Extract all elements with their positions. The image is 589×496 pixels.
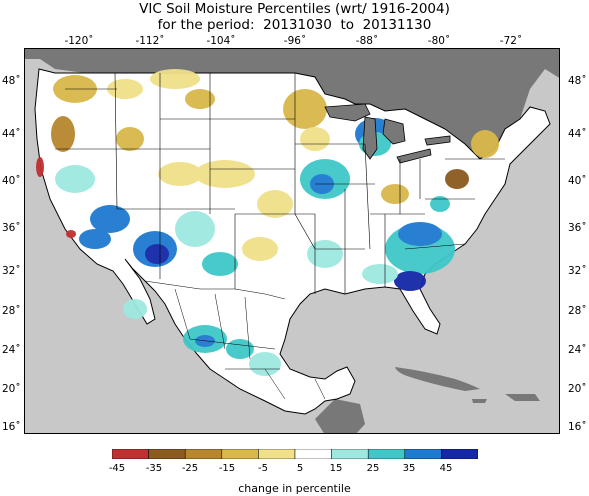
lon-label: -112˚ [135, 35, 165, 47]
lat-label-left: 28˚ [2, 305, 21, 317]
lon-label: -80˚ [427, 35, 451, 47]
legend-swatch [221, 449, 259, 459]
lat-label-right: 20˚ [568, 383, 587, 395]
legend-tick: 5 [296, 463, 304, 474]
lat-label-right: 36˚ [568, 222, 587, 234]
legend-tick: 35 [402, 463, 416, 474]
lat-label-left: 44˚ [2, 128, 21, 140]
period-prefix: for the period: [157, 17, 255, 33]
map-canvas [25, 49, 559, 433]
lat-label-right: 24˚ [568, 344, 587, 356]
lake-erie [396, 148, 432, 164]
legend-label: change in percentile [238, 482, 351, 495]
legend-color-bar [112, 449, 478, 459]
canada-region [25, 49, 559, 159]
lon-label: -104˚ [206, 35, 236, 47]
lat-label-right: 44˚ [568, 128, 587, 140]
lat-label-right: 32˚ [568, 265, 587, 277]
lat-label-left: 20˚ [2, 383, 21, 395]
legend-tick: -45 [108, 463, 126, 474]
legend-tick: -25 [181, 463, 199, 474]
legend-tick: -35 [145, 463, 163, 474]
wet-anomalies [55, 118, 455, 376]
lat-label-left: 16˚ [2, 421, 21, 433]
central-america [315, 399, 365, 433]
lon-label: -72˚ [499, 35, 523, 47]
lat-label-right: 40˚ [568, 175, 587, 187]
lake-ontario [424, 135, 451, 146]
legend-swatch [294, 449, 332, 459]
legend-swatch [148, 449, 186, 459]
lat-label-left: 40˚ [2, 175, 21, 187]
jamaica [472, 399, 487, 403]
legend-tick: -5 [258, 463, 268, 474]
legend-tick: 25 [366, 463, 380, 474]
lat-label-right: 28˚ [568, 305, 587, 317]
legend-swatch [112, 449, 149, 459]
lake-huron [382, 118, 406, 145]
legend-swatch [258, 449, 296, 459]
hispaniola [505, 394, 540, 401]
lake-superior [324, 103, 371, 122]
legend-swatch [184, 449, 223, 459]
legend-swatch [367, 449, 406, 459]
legend-tick: 15 [329, 463, 343, 474]
map-period: for the period: 20131030 to 20131130 [0, 17, 589, 33]
legend-tick: 45 [439, 463, 453, 474]
lat-label-left: 32˚ [2, 265, 21, 277]
soil-moisture-map [24, 48, 560, 434]
lat-label-right: 16˚ [568, 421, 587, 433]
legend-swatch [331, 449, 369, 459]
dry-anomalies [36, 69, 499, 261]
lat-label-left: 24˚ [2, 344, 21, 356]
lat-label-right: 48˚ [568, 75, 587, 87]
legend-swatch [404, 449, 442, 459]
period-to: to [340, 17, 354, 33]
mexico-borders [144, 280, 326, 400]
lon-label: -96˚ [283, 35, 307, 47]
period-end: 20131130 [362, 17, 432, 33]
period-start: 20131030 [263, 17, 332, 33]
legend-swatch [441, 449, 478, 459]
lake-michigan [362, 116, 378, 160]
map-title: VIC Soil Moisture Percentiles (wrt/ 1916… [139, 1, 450, 17]
lat-label-left: 36˚ [2, 222, 21, 234]
lon-label: -88˚ [355, 35, 379, 47]
legend-tick: -15 [218, 463, 236, 474]
lat-label-left: 48˚ [2, 75, 21, 87]
state-borders [55, 72, 505, 294]
lon-label: -120˚ [64, 35, 94, 47]
cuba [395, 367, 480, 391]
